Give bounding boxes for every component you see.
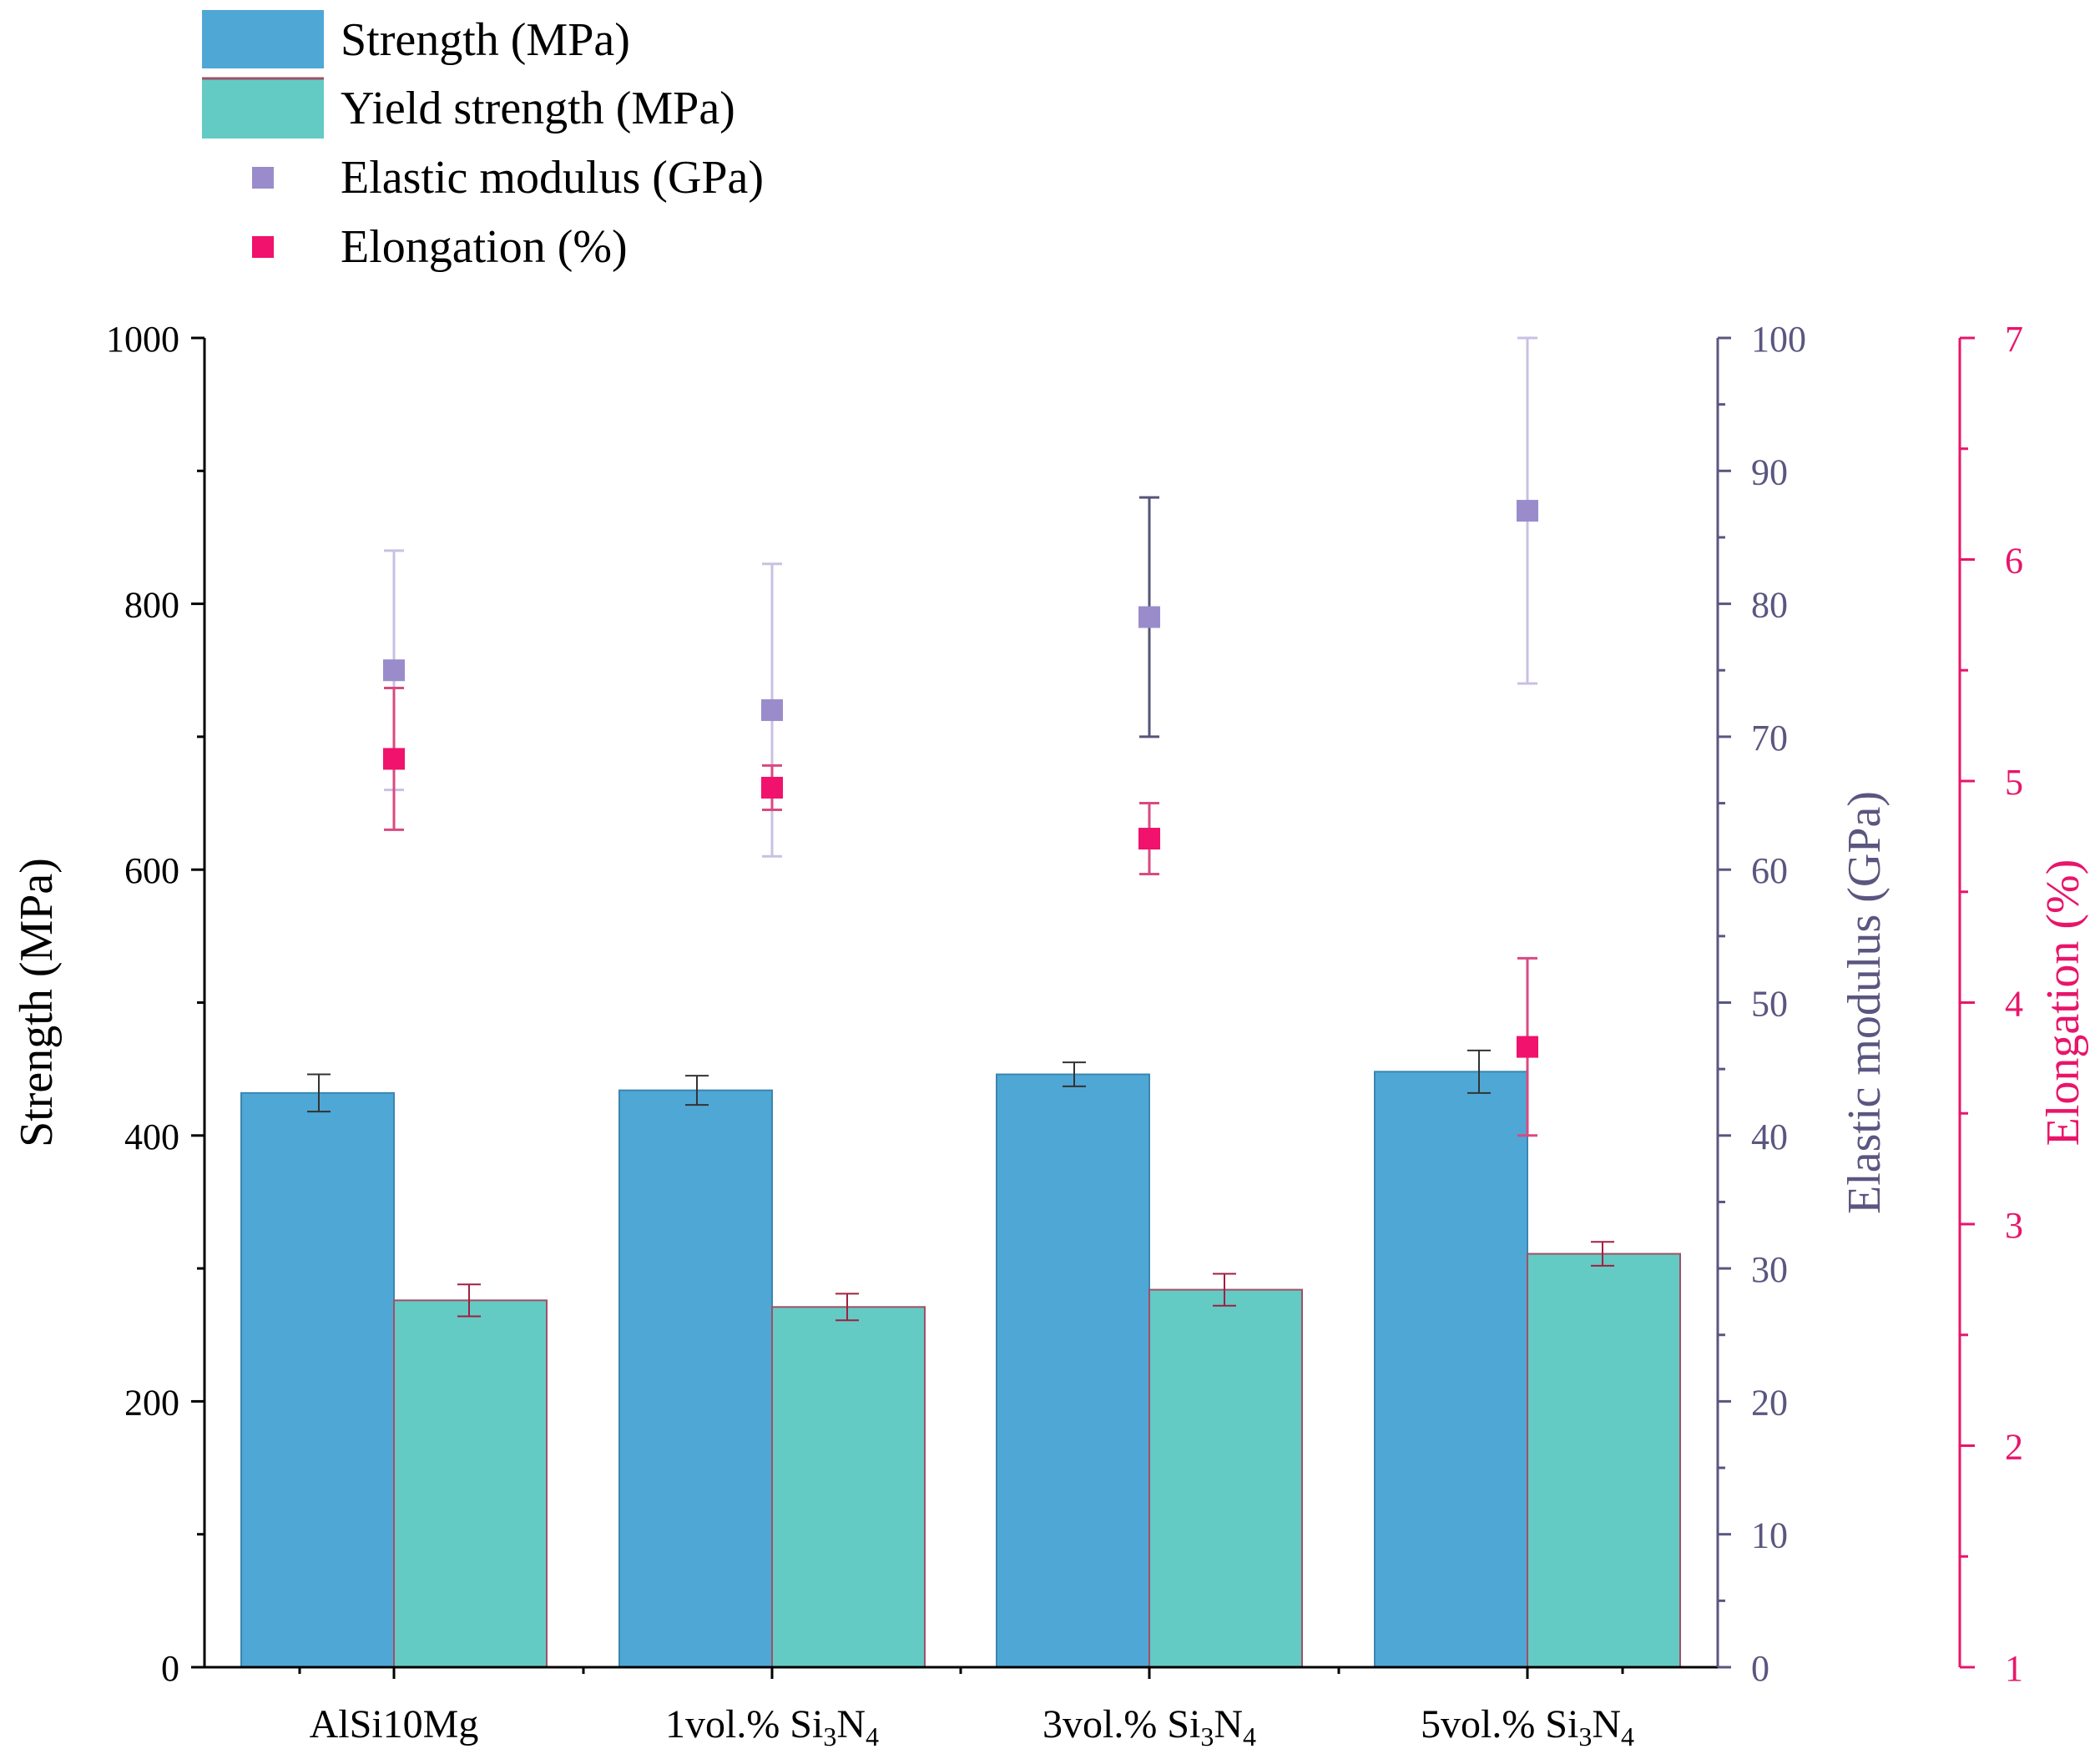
yield-strength-bar	[393, 1299, 548, 1669]
legend-label: Strength (MPa)	[341, 14, 630, 66]
strength-bar	[1374, 1071, 1528, 1669]
yield-strength-bar	[771, 1306, 926, 1668]
elongation-point	[1138, 828, 1160, 850]
yield-strength-bar	[1148, 1288, 1303, 1668]
modulus-axis-label: Elastic modulus (GPa)	[1839, 791, 1891, 1214]
elongation-tick-label: 7	[2005, 319, 2023, 360]
elongation-point	[761, 776, 783, 799]
modulus-tick-label: 10	[1751, 1515, 1788, 1556]
yield-strength-bar	[1527, 1252, 1681, 1669]
legend-swatch-strength	[202, 10, 324, 68]
elongation-tick-label: 6	[2005, 541, 2023, 582]
modulus-tick-label: 100	[1751, 319, 1806, 360]
category-label: 1vol.% Si3N4	[665, 1702, 879, 1751]
elastic-modulus-point	[383, 659, 405, 682]
left-tick-label: 0	[161, 1648, 179, 1689]
strength-bar	[996, 1073, 1150, 1668]
elongation-axis-label: Elongation (%)	[2037, 859, 2089, 1147]
elongation-tick-label: 1	[2005, 1648, 2023, 1689]
elastic-modulus-point	[1517, 500, 1538, 522]
legend-label: Elastic modulus (GPa)	[341, 152, 764, 204]
left-tick-label: 1000	[106, 319, 179, 360]
left-tick-label: 200	[124, 1382, 179, 1423]
category-label: 5vol.% Si3N4	[1421, 1702, 1634, 1751]
left-tick-label: 400	[124, 1116, 179, 1157]
strength-bar	[618, 1089, 773, 1668]
elongation-tick-label: 5	[2005, 762, 2023, 803]
legend: Strength (MPa) Yield strength (MPa) Elasti…	[202, 10, 764, 273]
legend-marker-modulus	[252, 167, 274, 189]
elongation-tick-label: 2	[2005, 1427, 2023, 1468]
elongation-point	[1517, 1036, 1538, 1058]
plot-area	[240, 336, 1681, 1669]
legend-marker-elongation	[252, 236, 274, 258]
modulus-tick-label: 50	[1751, 984, 1788, 1025]
left-tick-label: 600	[124, 850, 179, 891]
category-label: 3vol.% Si3N4	[1042, 1702, 1256, 1751]
elongation-point	[383, 748, 405, 770]
category-label: AlSi10Mg	[310, 1702, 479, 1746]
modulus-tick-label: 30	[1751, 1249, 1788, 1290]
modulus-tick-label: 20	[1751, 1382, 1788, 1423]
legend-label: Elongation (%)	[341, 221, 628, 273]
elongation-tick-label: 4	[2005, 984, 2023, 1025]
legend-label: Yield strength (MPa)	[341, 83, 735, 134]
left-tick-label: 800	[124, 585, 179, 626]
modulus-tick-label: 70	[1751, 718, 1788, 759]
strength-bar	[240, 1091, 395, 1668]
modulus-tick-label: 0	[1751, 1648, 1769, 1689]
elastic-modulus-point	[1138, 606, 1160, 628]
modulus-tick-label: 40	[1751, 1116, 1788, 1157]
modulus-tick-label: 60	[1751, 850, 1788, 891]
elongation-tick-label: 3	[2005, 1205, 2023, 1246]
modulus-tick-label: 90	[1751, 451, 1788, 492]
legend-swatch-yield	[202, 78, 324, 139]
left-axis-label: Strength (MPa)	[11, 858, 63, 1147]
elastic-modulus-point	[761, 699, 783, 722]
modulus-tick-label: 80	[1751, 585, 1788, 626]
